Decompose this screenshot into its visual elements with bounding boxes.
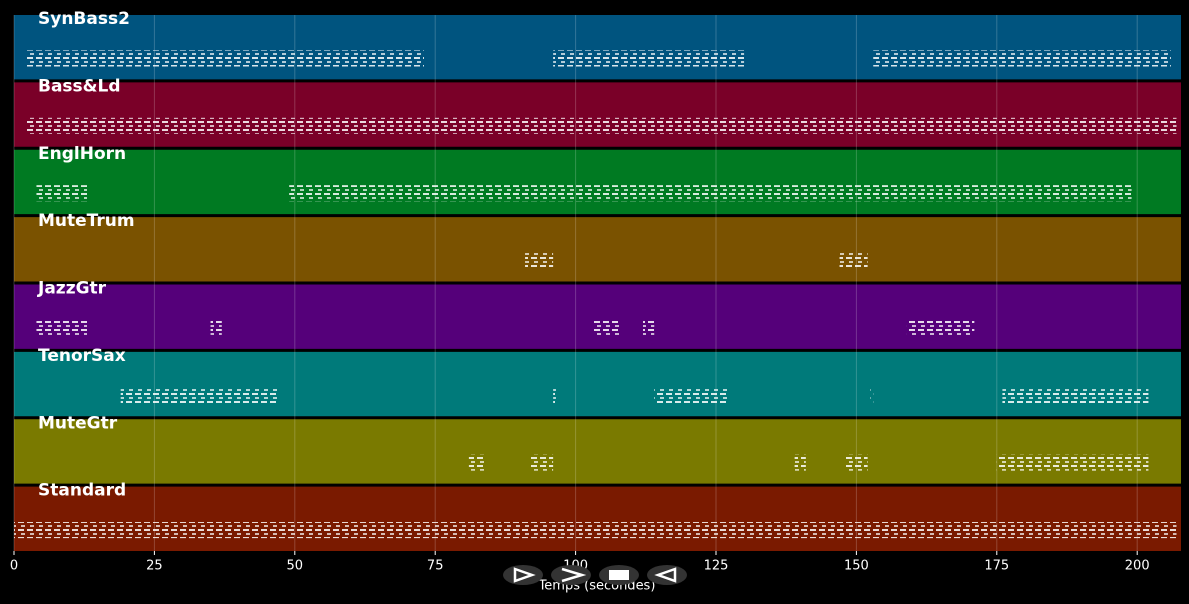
note-span	[870, 387, 874, 404]
track-band	[14, 351, 1181, 417]
play-button[interactable]	[503, 565, 543, 585]
note-span	[553, 387, 556, 404]
x-tick-label: 200	[1125, 559, 1150, 574]
track-name: Standard	[38, 481, 126, 501]
note-span	[36, 319, 88, 336]
note-span	[530, 454, 554, 471]
x-tick-label: 150	[844, 559, 869, 574]
note-span	[1002, 387, 1149, 404]
note-span	[839, 252, 868, 269]
back-button[interactable]	[647, 565, 687, 585]
x-tick-label: 25	[146, 559, 163, 574]
note-span	[906, 319, 975, 336]
track-name: SynBass2	[38, 9, 130, 29]
track-name: MuteTrum	[38, 211, 135, 231]
track-name: EnglHorn	[38, 144, 126, 164]
track-band	[14, 15, 1181, 80]
note-span	[592, 319, 621, 336]
track-band	[14, 217, 1181, 282]
x-tick-label: 0	[10, 559, 18, 574]
note-span	[642, 319, 655, 336]
track-name: TenorSax	[38, 346, 126, 366]
note-span	[553, 50, 745, 67]
note-span	[873, 50, 1171, 67]
x-tick-label: 75	[427, 559, 444, 574]
x-tick-label: 175	[984, 559, 1009, 574]
track-band	[14, 486, 1181, 551]
x-tick-label: 125	[704, 559, 729, 574]
note-span	[210, 319, 222, 336]
playback-controls	[503, 565, 687, 585]
note-span	[794, 454, 806, 471]
stop-button[interactable]	[599, 565, 639, 585]
track-name: MuteGtr	[38, 413, 118, 433]
note-span	[654, 387, 728, 404]
note-span	[525, 252, 554, 269]
note-span	[25, 50, 424, 67]
track-band	[14, 284, 1181, 349]
track-band	[14, 149, 1181, 215]
note-span	[36, 185, 88, 202]
note-span	[996, 454, 1149, 471]
track-name: JazzGtr	[37, 279, 107, 299]
track-band	[14, 82, 1181, 147]
note-span	[468, 454, 486, 471]
note-span	[845, 454, 868, 471]
note-span	[120, 387, 278, 404]
track-name: Bass&Ld	[38, 76, 121, 96]
x-tick-label: 50	[287, 559, 304, 574]
track-band	[14, 419, 1181, 484]
note-span	[289, 185, 1132, 202]
note-span	[14, 522, 1177, 539]
note-span	[25, 117, 1177, 134]
forward-button[interactable]	[551, 565, 591, 585]
